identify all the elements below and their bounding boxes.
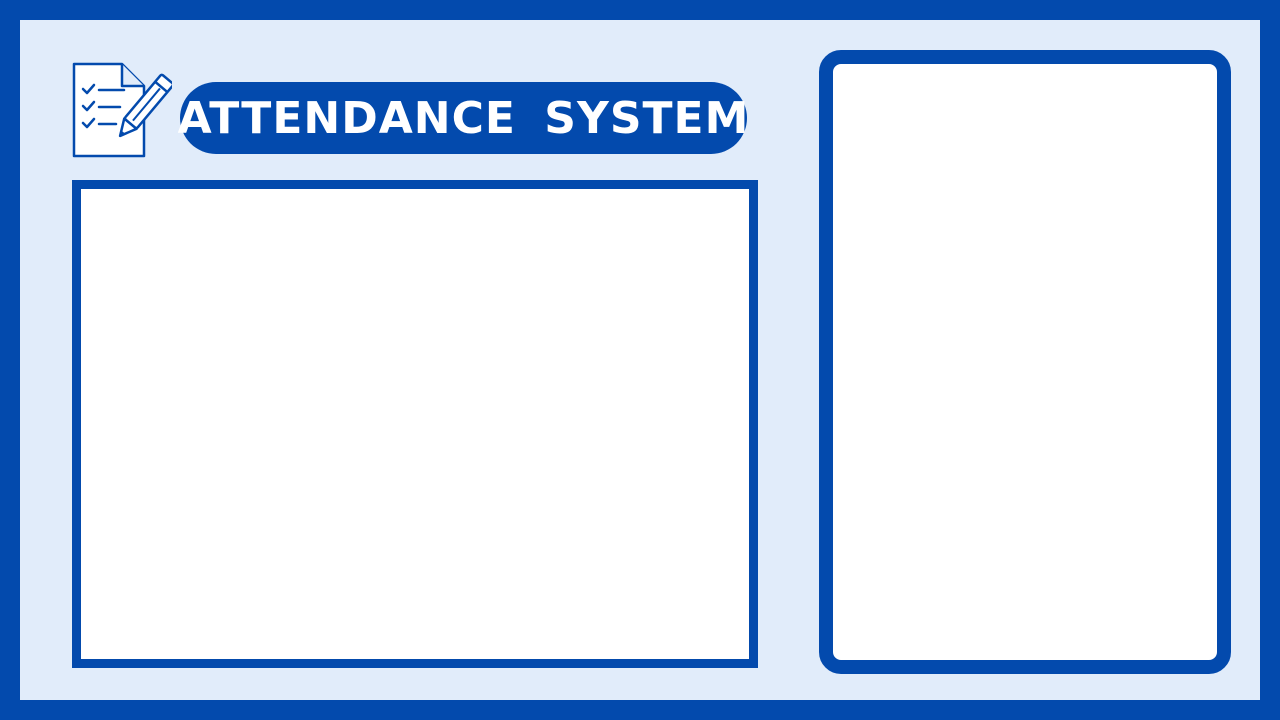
page-title: ATTENDANCE SYSTEM bbox=[178, 82, 748, 154]
camera-feed-panel bbox=[72, 180, 758, 668]
checklist-pen-icon bbox=[72, 61, 175, 159]
attendance-info-panel bbox=[819, 50, 1231, 674]
